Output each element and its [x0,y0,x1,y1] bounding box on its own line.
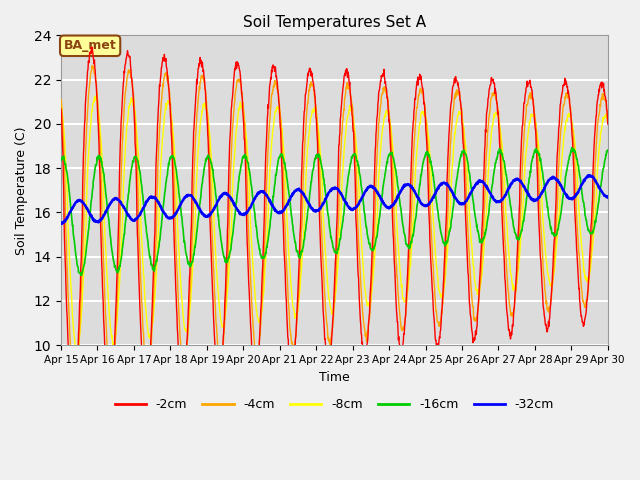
Text: BA_met: BA_met [64,39,116,52]
Title: Soil Temperatures Set A: Soil Temperatures Set A [243,15,426,30]
Legend: -2cm, -4cm, -8cm, -16cm, -32cm: -2cm, -4cm, -8cm, -16cm, -32cm [109,394,559,417]
Y-axis label: Soil Temperature (C): Soil Temperature (C) [15,126,28,254]
X-axis label: Time: Time [319,371,350,384]
